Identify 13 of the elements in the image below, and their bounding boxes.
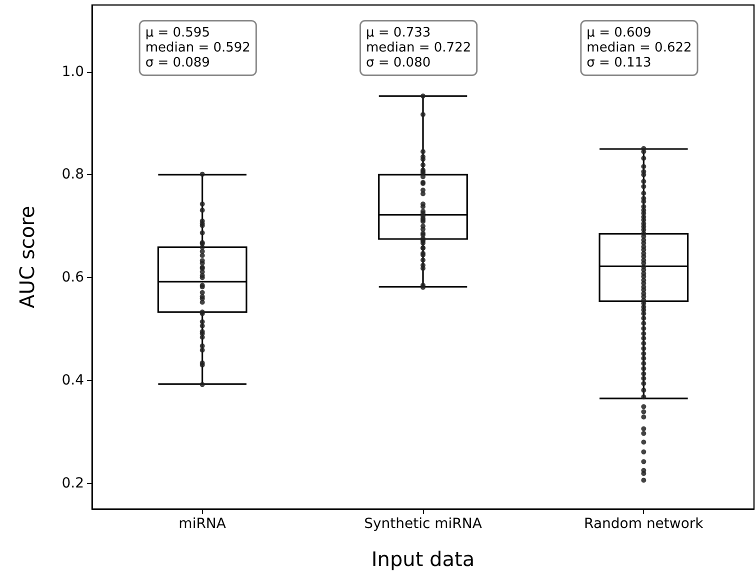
x-tick-label: Random network xyxy=(584,516,704,532)
x-axis-title: Input data xyxy=(371,547,475,571)
y-tick-label: 0.6 xyxy=(62,270,84,286)
annotation: μ = 0.609 median = 0.622 σ = 0.113 xyxy=(586,26,692,70)
y-axis-title: AUC score xyxy=(15,206,39,308)
annotation: μ = 0.595 median = 0.592 σ = 0.089 xyxy=(145,26,250,70)
y-tick-label: 0.2 xyxy=(62,475,84,492)
x-tick-label: miRNA xyxy=(178,516,226,532)
x-tick-label: Synthetic miRNA xyxy=(364,516,482,532)
y-tick-label: 1.0 xyxy=(62,64,84,80)
y-tick-label: 0.4 xyxy=(62,372,84,388)
annotation: μ = 0.733 median = 0.722 σ = 0.080 xyxy=(366,26,472,70)
y-tick-label: 0.8 xyxy=(62,166,84,183)
